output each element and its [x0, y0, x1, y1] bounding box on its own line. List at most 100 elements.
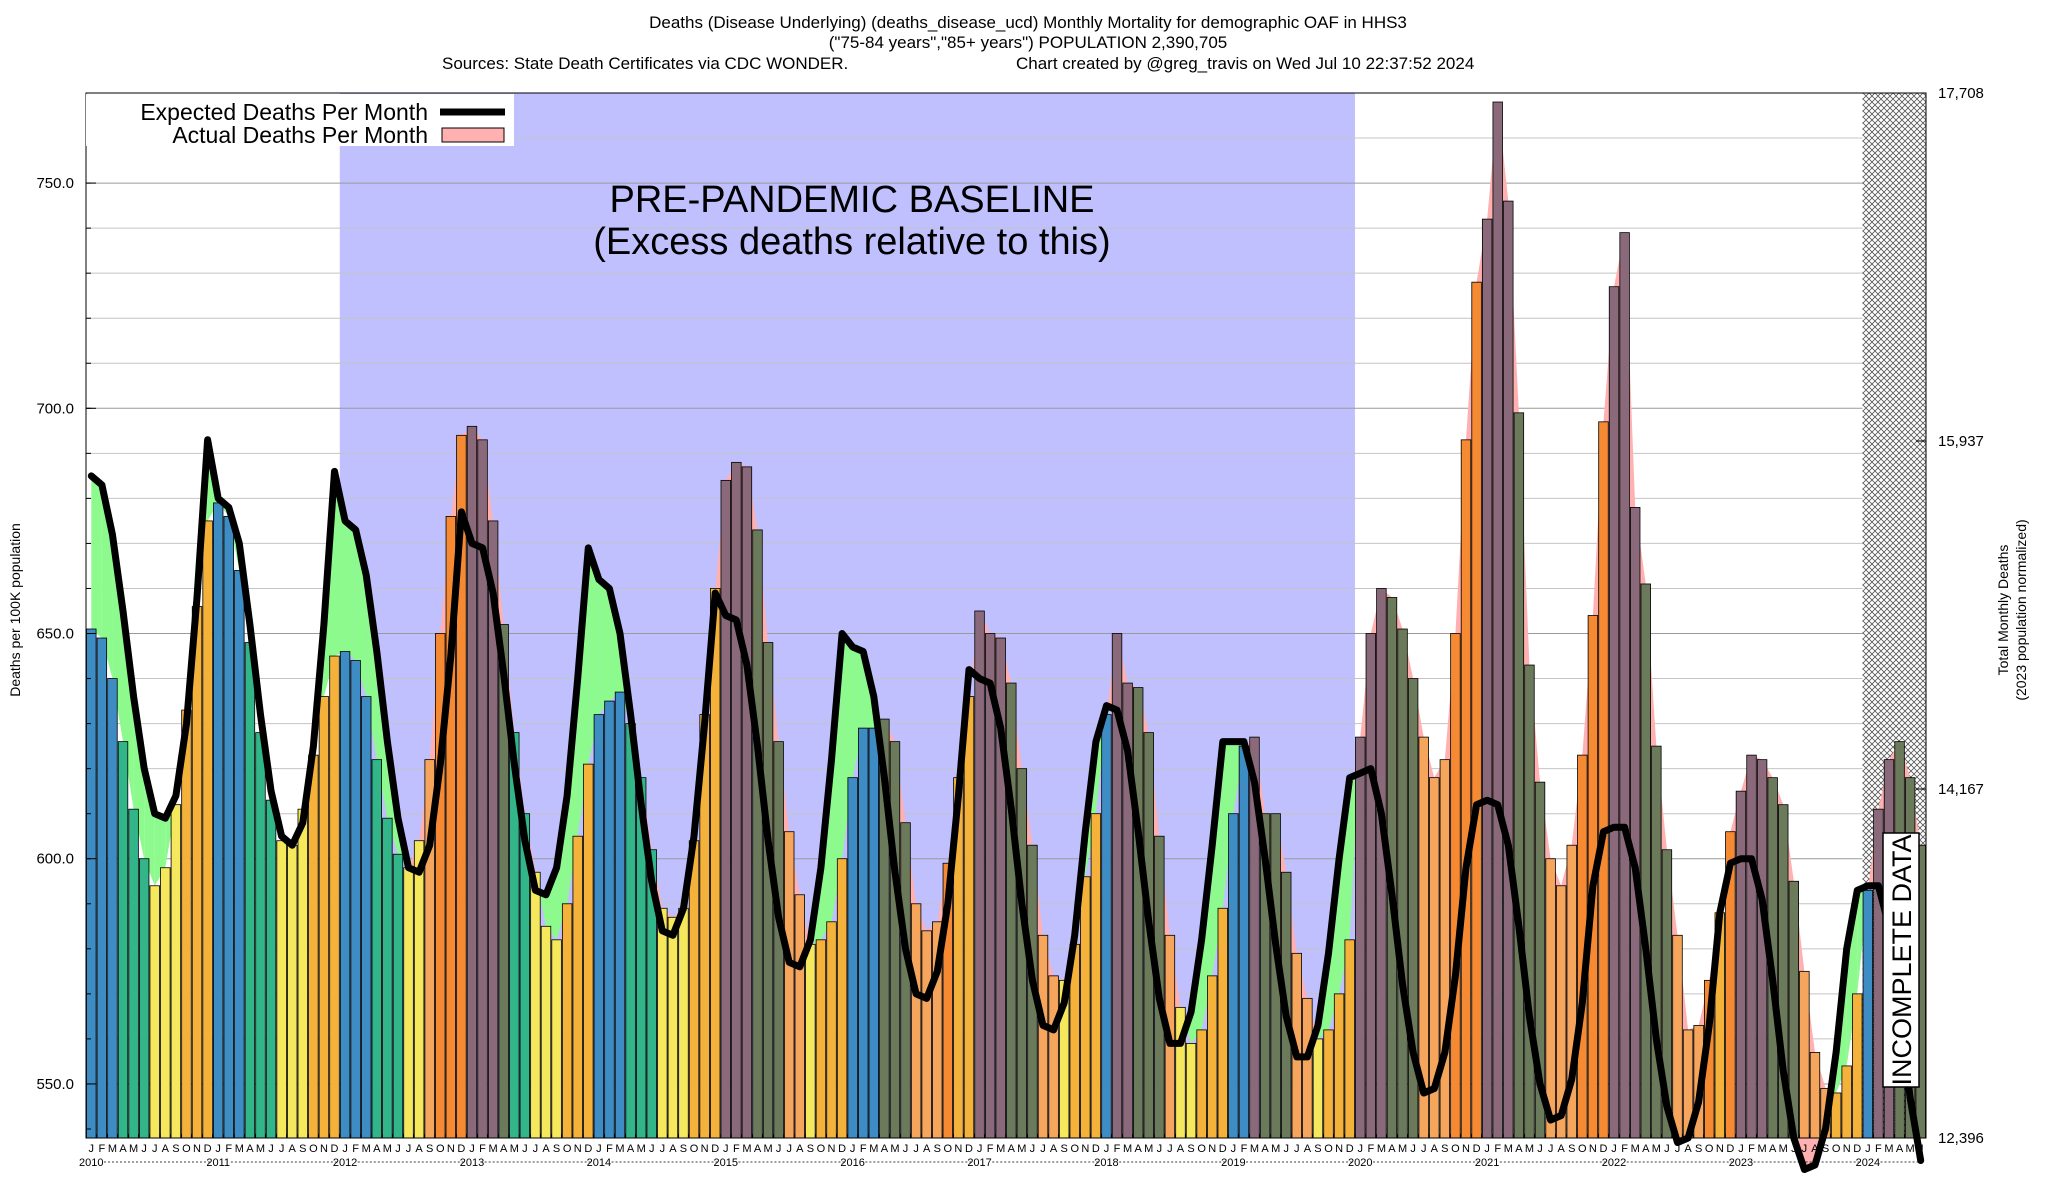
- month-label: J: [1675, 1143, 1681, 1155]
- month-label: J: [1030, 1143, 1036, 1155]
- bar: [392, 853, 404, 1139]
- month-label: S: [934, 1143, 941, 1155]
- bar: [1439, 759, 1451, 1139]
- month-label: M: [510, 1143, 519, 1155]
- bar: [530, 871, 541, 1139]
- bar: [1545, 858, 1556, 1139]
- month-label: M: [1250, 1143, 1259, 1155]
- month-label: N: [447, 1143, 455, 1155]
- month-label: D: [331, 1143, 339, 1155]
- expected-line: [87, 436, 1925, 1173]
- y-tick-label: 550.0: [36, 1076, 74, 1093]
- deviation-segment: [598, 579, 610, 715]
- bar: [963, 696, 975, 1139]
- month-label: M: [1652, 1143, 1661, 1155]
- bar: [604, 700, 615, 1139]
- bar: [117, 741, 129, 1139]
- month-label: M: [637, 1143, 646, 1155]
- month-label: S: [1695, 1143, 1702, 1155]
- month-label: N: [1843, 1143, 1851, 1155]
- bar: [234, 570, 245, 1139]
- bar: [361, 696, 372, 1139]
- bar: [1460, 439, 1472, 1139]
- y-right-tick-label: 12,396: [1938, 1130, 1984, 1147]
- bar: [1228, 813, 1239, 1139]
- month-label: A: [1050, 1143, 1058, 1155]
- month-label: J: [1802, 1143, 1808, 1155]
- month-label: N: [954, 1143, 962, 1155]
- bar: [826, 921, 837, 1139]
- incomplete-data-text: INCOMPLETE DATA: [1887, 834, 1917, 1085]
- bar: [1397, 628, 1408, 1139]
- month-label: D: [711, 1143, 719, 1155]
- month-label: A: [1811, 1143, 1819, 1155]
- bar: [1503, 200, 1514, 1139]
- month-label: D: [1219, 1143, 1227, 1155]
- month-label: O: [1832, 1143, 1841, 1155]
- month-label: A: [1431, 1143, 1439, 1155]
- month-label: J: [1040, 1143, 1046, 1155]
- bar: [1862, 889, 1874, 1139]
- month-label: O: [1324, 1143, 1333, 1155]
- month-label: N: [574, 1143, 582, 1155]
- month-label: A: [1135, 1143, 1143, 1155]
- bar: [244, 642, 256, 1139]
- bar: [1640, 583, 1651, 1139]
- month-label: J: [723, 1143, 729, 1155]
- bar: [1355, 736, 1366, 1139]
- month-label: J: [1791, 1143, 1797, 1155]
- month-label: D: [457, 1143, 465, 1155]
- legend-label-actual: Actual Deaths Per Month: [172, 122, 428, 148]
- bar: [688, 840, 700, 1139]
- month-label: N: [828, 1143, 836, 1155]
- month-label: J: [1611, 1143, 1617, 1155]
- month-label: S: [299, 1143, 306, 1155]
- bar: [1312, 1038, 1324, 1139]
- month-label: M: [1504, 1143, 1513, 1155]
- bar: [720, 479, 731, 1139]
- month-label: M: [1123, 1143, 1132, 1155]
- month-label: O: [436, 1143, 445, 1155]
- month-label: D: [204, 1143, 212, 1155]
- y-right-tick-label: 15,937: [1938, 433, 1984, 450]
- month-label: S: [1187, 1143, 1194, 1155]
- bar: [265, 799, 277, 1139]
- month-label: J: [776, 1143, 782, 1155]
- month-label: O: [817, 1143, 826, 1155]
- month-label: J: [1664, 1143, 1670, 1155]
- bar: [1608, 286, 1620, 1139]
- year-label: 2014: [587, 1157, 611, 1169]
- month-label: O: [1578, 1143, 1587, 1155]
- month-label: M: [1017, 1143, 1026, 1155]
- month-label: D: [1853, 1143, 1861, 1155]
- y-tick-label: 650.0: [36, 626, 74, 643]
- month-label: J: [913, 1143, 919, 1155]
- month-label: O: [182, 1143, 191, 1155]
- bar: [138, 858, 150, 1139]
- month-label: J: [1421, 1143, 1427, 1155]
- y-right-tick-label: 17,708: [1938, 85, 1984, 102]
- month-label: N: [320, 1143, 328, 1155]
- baseline-annotation-line-2: (Excess deaths relative to this): [593, 221, 1110, 263]
- month-label: J: [1231, 1143, 1237, 1155]
- month-label: S: [1441, 1143, 1448, 1155]
- month-label: J: [522, 1143, 528, 1155]
- month-label: F: [1114, 1143, 1121, 1155]
- bar: [149, 885, 160, 1139]
- month-label: A: [1642, 1143, 1650, 1155]
- month-label: S: [1568, 1143, 1575, 1155]
- month-label: F: [733, 1143, 740, 1155]
- bar: [1852, 993, 1863, 1139]
- month-label: F: [1241, 1143, 1248, 1155]
- bar: [1048, 975, 1059, 1139]
- bar: [1006, 682, 1017, 1139]
- month-label: F: [479, 1143, 486, 1155]
- month-label: O: [944, 1143, 953, 1155]
- month-label: J: [1104, 1143, 1110, 1155]
- y-axis-label-left: Deaths per 100K population: [7, 523, 23, 697]
- month-label: N: [193, 1143, 201, 1155]
- bar: [160, 867, 171, 1139]
- baseline-region: [339, 93, 1355, 1138]
- month-label: J: [533, 1143, 539, 1155]
- year-label: 2015: [714, 1157, 738, 1169]
